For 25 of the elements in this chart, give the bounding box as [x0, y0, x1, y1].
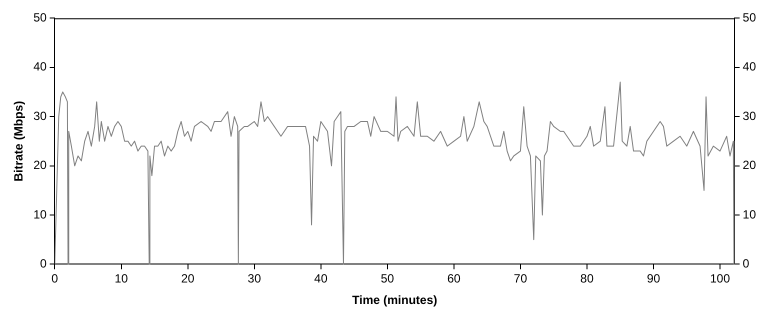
y-tick-label: 30	[33, 108, 48, 123]
x-tick-label: 70	[514, 272, 528, 286]
y2-tick-label: 50	[742, 10, 756, 25]
y-tick-label: 10	[33, 207, 48, 222]
x-axis-title: Time (minutes)	[352, 293, 438, 308]
x-tick-label: 10	[114, 272, 128, 286]
x-tick-label: 30	[248, 272, 262, 286]
x-tick-label: 20	[181, 272, 195, 286]
y-tick-label: 40	[33, 60, 48, 74]
y-tick-label: 0	[40, 256, 48, 271]
x-tick-label: 100	[710, 272, 730, 286]
x-tick-label: 80	[580, 272, 594, 286]
y-tick-label: 50	[33, 10, 48, 25]
y-tick-label: 20	[33, 158, 48, 172]
x-tick-label: 90	[646, 272, 660, 286]
y2-tick-label: 30	[742, 108, 756, 123]
x-tick-label: 40	[314, 272, 328, 286]
y2-tick-label: 20	[742, 158, 756, 172]
y2-tick-label: 40	[742, 60, 756, 74]
y2-tick-label: 0	[742, 256, 750, 271]
y-axis-title: Bitrate (Mbps)	[12, 100, 26, 182]
y2-tick-label: 10	[742, 207, 756, 222]
x-tick-label: 50	[380, 272, 394, 286]
x-tick-label: 0	[51, 272, 58, 286]
x-tick-label: 60	[447, 272, 461, 286]
